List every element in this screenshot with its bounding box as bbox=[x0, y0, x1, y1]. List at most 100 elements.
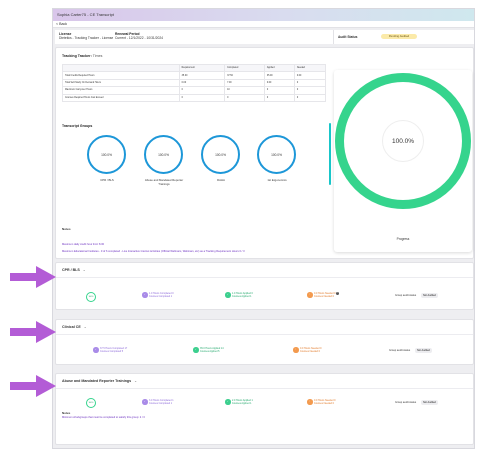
group-section-abuse-mandated: Abuse and Mandated Reporter Trainings ⌄ 1… bbox=[55, 373, 474, 445]
group-progress-ring[interactable]: 100.0% bbox=[257, 135, 296, 174]
group-audit-status-badge: Not Audited bbox=[421, 400, 438, 405]
table-header-cell: Needed bbox=[293, 63, 327, 73]
group-audit-status-label: Group audit status bbox=[389, 349, 411, 352]
annotation-arrow-icon bbox=[10, 375, 56, 397]
stat-line: Courses Completed 5 bbox=[100, 350, 124, 353]
group-audit-status-badge: Not Audited bbox=[421, 293, 438, 298]
hours-completed-stat: ✓ 3.0 Hours Completed 1 Courses Completed… bbox=[142, 399, 174, 405]
table-cell: 0 bbox=[224, 93, 265, 102]
stat-line: 1.0 Hours Completed 0 bbox=[149, 292, 174, 295]
tracking-title-text: Tracking Tracker: bbox=[62, 54, 92, 58]
stat-line: Courses Applied 5 bbox=[200, 350, 220, 353]
table-cell: 0 bbox=[293, 93, 327, 102]
stat-line: 0.0 Hours Needed 0 bbox=[314, 399, 336, 402]
table-row: Total Credits Required Hours 35.00 37.50… bbox=[62, 71, 327, 80]
overall-progress-label: Progress bbox=[396, 237, 410, 241]
info-icon[interactable]: i bbox=[336, 292, 340, 295]
check-circle-icon: ✓ bbox=[142, 399, 148, 405]
group-title-text: CPR / BLS bbox=[62, 268, 80, 272]
tracking-subtitle: Times bbox=[92, 54, 103, 58]
divider bbox=[56, 334, 473, 335]
group-title[interactable]: CPR / BLS ⌄ bbox=[62, 268, 86, 272]
back-link[interactable]: < Back bbox=[53, 21, 474, 28]
note-line: Maximum Educational Institutes - 0 of 6 … bbox=[62, 250, 245, 253]
tracking-title: Tracking Tracker: Times bbox=[62, 54, 102, 58]
tracking-card: Tracking Tracker: Times Requirement Comp… bbox=[55, 47, 474, 259]
tracking-table: Requirement Completed Applied Needed Tot… bbox=[62, 63, 327, 102]
group-title-text: Clinical CE bbox=[62, 325, 81, 329]
table-row: Courses Required Hours Can Exceed 0 0 0 … bbox=[62, 93, 327, 102]
group-audit-status-label: Group audit status bbox=[395, 401, 417, 404]
audit-status-label: Audit Status bbox=[338, 35, 358, 39]
table-cell: 0.00 bbox=[293, 71, 327, 80]
table-cell: 7.00 bbox=[224, 78, 265, 88]
hours-needed-stat: ! 0.0 Hours Needed 0 Courses Needed 0 bbox=[307, 399, 335, 405]
overall-progress-card: 100.0% Progress bbox=[334, 70, 472, 252]
scroll-indicator[interactable] bbox=[329, 123, 331, 185]
renewal-info: Renewal Period Current - 12/1/2022 - 10/… bbox=[115, 32, 163, 40]
table-cell: 35.00 bbox=[178, 71, 226, 80]
group-progress-ring[interactable]: 100.0% bbox=[201, 135, 240, 174]
table-cell: 0 bbox=[178, 93, 226, 102]
table-header-row: Requirement Completed Applied Needed bbox=[62, 63, 327, 73]
group-ring-label: 1st Ergonomics bbox=[267, 178, 287, 182]
table-cell: 10 bbox=[224, 86, 265, 95]
check-circle-icon: ✓ bbox=[225, 292, 231, 298]
renewal-label: Renewal Period bbox=[115, 32, 140, 36]
stat-line: 1.0 Hours Applied 0 bbox=[232, 292, 253, 295]
group-audit-status-label: Group audit status bbox=[395, 294, 417, 297]
chevron-down-icon[interactable]: ⌄ bbox=[134, 379, 138, 383]
stat-line: Courses Completed 1 bbox=[149, 295, 173, 298]
table-header-cell bbox=[62, 63, 180, 73]
clock-icon: ! bbox=[307, 399, 313, 405]
group-progress-ring[interactable]: 100.0% bbox=[144, 135, 183, 174]
check-circle-icon: ✓ bbox=[225, 399, 231, 405]
chevron-down-icon[interactable]: ⌄ bbox=[82, 268, 86, 272]
check-circle-icon: ✓ bbox=[193, 347, 199, 353]
note-line: Maximum daily credit hour limit: 8.00 bbox=[62, 243, 105, 246]
hours-applied-stat: ✓ 2.0 Hours Applied 1 Courses Applied 1 bbox=[225, 399, 253, 405]
group-ring-label: Abuse and Mandated Reporter Trainings bbox=[144, 178, 184, 186]
license-value: Dietetics - Tracking Tracker - License bbox=[59, 36, 114, 41]
stat-line: 3.0 Hours Completed 1 bbox=[149, 399, 174, 402]
group-title[interactable]: Abuse and Mandated Reporter Trainings ⌄ bbox=[62, 379, 137, 383]
stat-line: Courses Needed 0 bbox=[314, 295, 334, 299]
group-complete-badge: 100% bbox=[86, 398, 96, 408]
transcript-groups-title: Transcript Groups bbox=[62, 124, 93, 128]
chevron-down-icon[interactable]: ⌄ bbox=[83, 325, 87, 329]
hours-needed-stat: ! 0.0 Hours Needed 0 Courses Needed 0 bbox=[293, 347, 321, 353]
check-circle-icon: ✓ bbox=[142, 292, 148, 298]
stat-line: 0.0 Hours Needed 0 bbox=[300, 347, 322, 350]
notes-title: Notes bbox=[62, 227, 71, 231]
divider bbox=[56, 277, 473, 278]
stat-line: Courses Applied 1 bbox=[232, 295, 252, 298]
license-info-bar: License Dietetics - Tracking Tracker - L… bbox=[55, 30, 474, 44]
table-row: Maximum Carryover Hours 0 10 0 0 bbox=[62, 86, 327, 95]
audit-status-badge: Pending Audited bbox=[381, 34, 417, 39]
hours-completed-stat: ✓ 37.5 Hours Completed 17 Courses Complet… bbox=[93, 347, 127, 353]
table-cell: 0.00 bbox=[263, 78, 295, 88]
hours-needed-stat: ! 0.0 Hours Needed 0 i Courses Needed 0 bbox=[307, 292, 340, 299]
hours-applied-stat: ✓ 1.0 Hours Applied 0 Courses Applied 1 bbox=[225, 292, 253, 298]
renewal-value: Current - 12/1/2022 - 10/31/2024 bbox=[115, 36, 164, 41]
group-ring-label: CPR / BLS bbox=[100, 178, 114, 182]
group-progress-ring[interactable]: 100.0% bbox=[87, 135, 126, 174]
group-notes-title: Notes bbox=[62, 411, 71, 415]
table-header-cell: Applied bbox=[263, 63, 295, 73]
group-complete-badge: 100% bbox=[86, 292, 96, 302]
table-cell: 0 bbox=[178, 86, 226, 95]
clock-icon: ! bbox=[293, 347, 299, 353]
stat-line: 37.5 Hours Completed 17 bbox=[100, 347, 128, 350]
hours-completed-stat: ✓ 1.0 Hours Completed 0 Courses Completed… bbox=[142, 292, 174, 298]
stat-line: 2.0 Hours Applied 1 bbox=[232, 399, 253, 402]
group-title[interactable]: Clinical CE ⌄ bbox=[62, 325, 87, 329]
group-ring-label: DAHA bbox=[217, 178, 225, 182]
table-row: Total Self-Study On Demand Hours 0.00 7.… bbox=[62, 78, 327, 88]
license-info: License Dietetics - Tracking Tracker - L… bbox=[59, 32, 113, 40]
check-circle-icon: ✓ bbox=[93, 347, 99, 353]
stat-line: Courses Applied 1 bbox=[232, 402, 252, 405]
group-section-clinical-ce: Clinical CE ⌄ ✓ 37.5 Hours Completed 17 Co… bbox=[55, 319, 474, 365]
stat-line: Courses Completed 1 bbox=[149, 402, 173, 405]
overall-progress-value: 100.0% bbox=[382, 120, 424, 162]
annotation-arrow-icon bbox=[10, 266, 56, 288]
